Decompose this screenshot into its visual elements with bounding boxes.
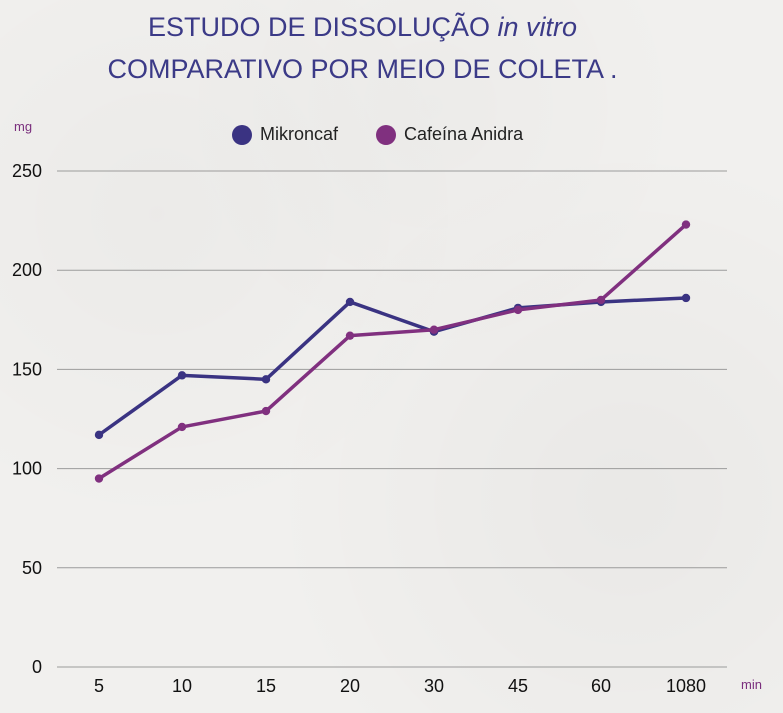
data-point-cafeina <box>429 325 439 334</box>
y-tick-label: 150 <box>12 359 42 379</box>
data-point-cafeina <box>513 305 523 315</box>
y-unit-label: mg <box>14 119 32 134</box>
data-point-cafeina <box>681 220 691 229</box>
legend-item-cafeina: Cafeína Anidra <box>376 124 523 145</box>
series-line-cafeina <box>97 222 688 481</box>
x-tick-label: 5 <box>94 676 104 696</box>
y-tick-label: 250 <box>12 161 42 181</box>
legend-item-mikroncaf: Mikroncaf <box>232 124 338 145</box>
legend: Mikroncaf Cafeína Anidra <box>232 124 561 145</box>
y-tick-label: 200 <box>12 260 42 280</box>
data-point-cafeina <box>177 422 187 432</box>
series-line-mikroncaf <box>97 296 688 437</box>
y-tick-label: 100 <box>12 459 42 479</box>
y-tick-label: 0 <box>32 657 42 677</box>
x-tick-label: 20 <box>340 676 360 696</box>
data-point-cafeina <box>94 474 104 483</box>
x-tick-label: 1080 <box>666 676 706 696</box>
title-italic: in vitro <box>497 12 578 42</box>
chart-title: ESTUDO DE DISSOLUÇÃO in vitro COMPARATIV… <box>0 6 725 90</box>
data-point-cafeina <box>596 295 606 305</box>
x-unit-label: min <box>741 677 762 692</box>
title-main: ESTUDO DE DISSOLUÇÃO <box>147 12 490 42</box>
data-point-mikroncaf <box>177 371 187 380</box>
x-tick-label: 30 <box>424 676 444 696</box>
data-point-mikroncaf <box>94 430 104 440</box>
legend-dot-mikroncaf <box>232 124 252 145</box>
legend-dot-cafeina <box>376 124 397 145</box>
x-tick-label: 60 <box>591 676 611 696</box>
title-line-1: ESTUDO DE DISSOLUÇÃO in vitro <box>0 6 725 48</box>
x-tick-label: 15 <box>256 676 276 696</box>
data-point-cafeina <box>345 331 355 340</box>
legend-label-mikroncaf: Mikroncaf <box>260 124 339 144</box>
data-point-mikroncaf <box>345 297 355 307</box>
data-point-cafeina <box>261 406 271 416</box>
x-tick-label: 45 <box>508 676 528 696</box>
y-tick-label: 50 <box>22 558 42 578</box>
data-point-mikroncaf <box>261 375 271 384</box>
title-line-2: COMPARATIVO POR MEIO DE COLETA . <box>107 54 618 84</box>
data-point-mikroncaf <box>681 293 691 303</box>
x-tick-label: 10 <box>172 676 192 696</box>
legend-label-cafeina: Cafeína Anidra <box>404 124 524 144</box>
